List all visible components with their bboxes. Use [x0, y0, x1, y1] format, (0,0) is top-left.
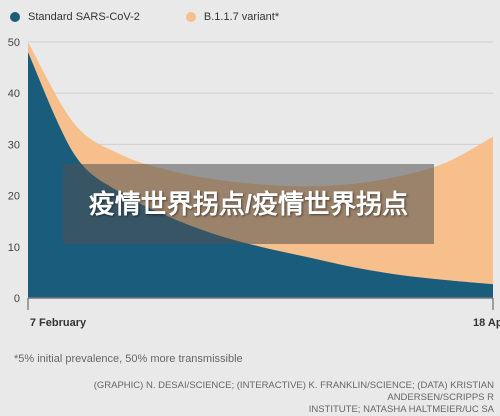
y-tick-label: 10 — [8, 242, 20, 254]
overlay-title: 疫情世界拐点/疫情世界拐点 — [88, 189, 409, 219]
credit-line-2: INSTITUTE; NATASHA HALTMEIER/UC SA — [308, 404, 494, 415]
legend-swatch-variant — [185, 12, 196, 22]
credit-line-1: (GRAPHIC) N. DESAI/SCIENCE; (INTERACTIVE… — [93, 380, 494, 403]
chart-legend: Standard SARS-CoV-2 B.1.1.7 variant* — [10, 8, 325, 26]
axis-layer: 0 10 20 30 40 50 7 February 18 April — [8, 37, 500, 329]
chart-footnote: *5% initial prevalence, 50% more transmi… — [14, 353, 243, 365]
legend-label-standard: Standard SARS-CoV-2 — [28, 11, 140, 23]
y-tick-label: 20 — [8, 191, 20, 203]
legend-swatch-standard — [10, 12, 20, 22]
y-tick-label: 50 — [8, 37, 20, 49]
legend-item-standard: Standard SARS-CoV-2 — [10, 11, 140, 23]
legend-item-variant: B.1.1.7 variant* — [185, 11, 280, 23]
x-tick-label: 18 April — [473, 317, 500, 329]
y-tick-label: 30 — [8, 139, 20, 151]
overlay-banner: 疫情世界拐点/疫情世界拐点 — [63, 164, 434, 244]
y-tick-label: 40 — [8, 88, 20, 100]
chart-credit: (GRAPHIC) N. DESAI/SCIENCE; (INTERACTIVE… — [4, 380, 494, 416]
x-tick-label: 7 February — [30, 317, 87, 329]
legend-label-variant: B.1.1.7 variant* — [203, 11, 280, 23]
y-tick-label: 0 — [14, 293, 20, 305]
